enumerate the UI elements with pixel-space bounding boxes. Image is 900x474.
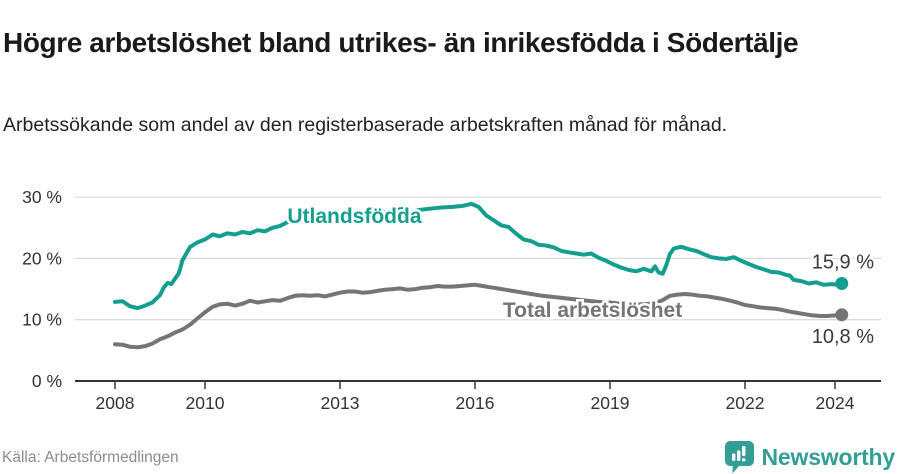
series-name-label: Utlandsfödda bbox=[287, 205, 421, 228]
x-axis-tick-label: 2013 bbox=[321, 393, 360, 413]
line-chart: 30 % 20 % 10 % 0 % 2008 2010 2013 2016 2019 2022 2… bbox=[22, 187, 881, 413]
series-line bbox=[113, 282, 844, 350]
x-axis-tick-label: 2019 bbox=[591, 393, 630, 413]
series-end-dot bbox=[835, 308, 849, 322]
newsworthy-bubble-chart-icon bbox=[724, 441, 754, 474]
series-name-label: Total arbetslöshet bbox=[503, 299, 682, 322]
source-note: Källa: Arbetsförmedlingen bbox=[2, 449, 179, 466]
x-axis-tick-label: 2008 bbox=[96, 393, 135, 413]
y-axis-tick-label: 0 % bbox=[32, 371, 62, 391]
y-axis-tick-label: 30 % bbox=[22, 187, 62, 207]
x-axis-tick-label: 2016 bbox=[456, 393, 495, 413]
x-axis-tick-label: 2010 bbox=[186, 393, 225, 413]
newsworthy-logo: Newsworthy bbox=[724, 440, 895, 474]
y-axis-tick-label: 10 % bbox=[22, 310, 62, 330]
series-end-value-label: 10,8 % bbox=[812, 326, 874, 348]
chart-subtitle: Arbetssökande som andel av den registerb… bbox=[3, 113, 728, 136]
x-axis-tick-label: 2022 bbox=[726, 393, 765, 413]
series-line bbox=[113, 201, 844, 311]
y-axis-tick-label: 20 % bbox=[22, 248, 62, 268]
x-axis-tick-label: 2024 bbox=[816, 393, 855, 413]
series-end-value-label: 15,9 % bbox=[812, 252, 874, 274]
series-end-dot bbox=[835, 277, 849, 291]
newsworthy-wordmark: Newsworthy bbox=[761, 443, 896, 470]
page-title: Högre arbetslöshet bland utrikes- än inr… bbox=[3, 26, 799, 58]
